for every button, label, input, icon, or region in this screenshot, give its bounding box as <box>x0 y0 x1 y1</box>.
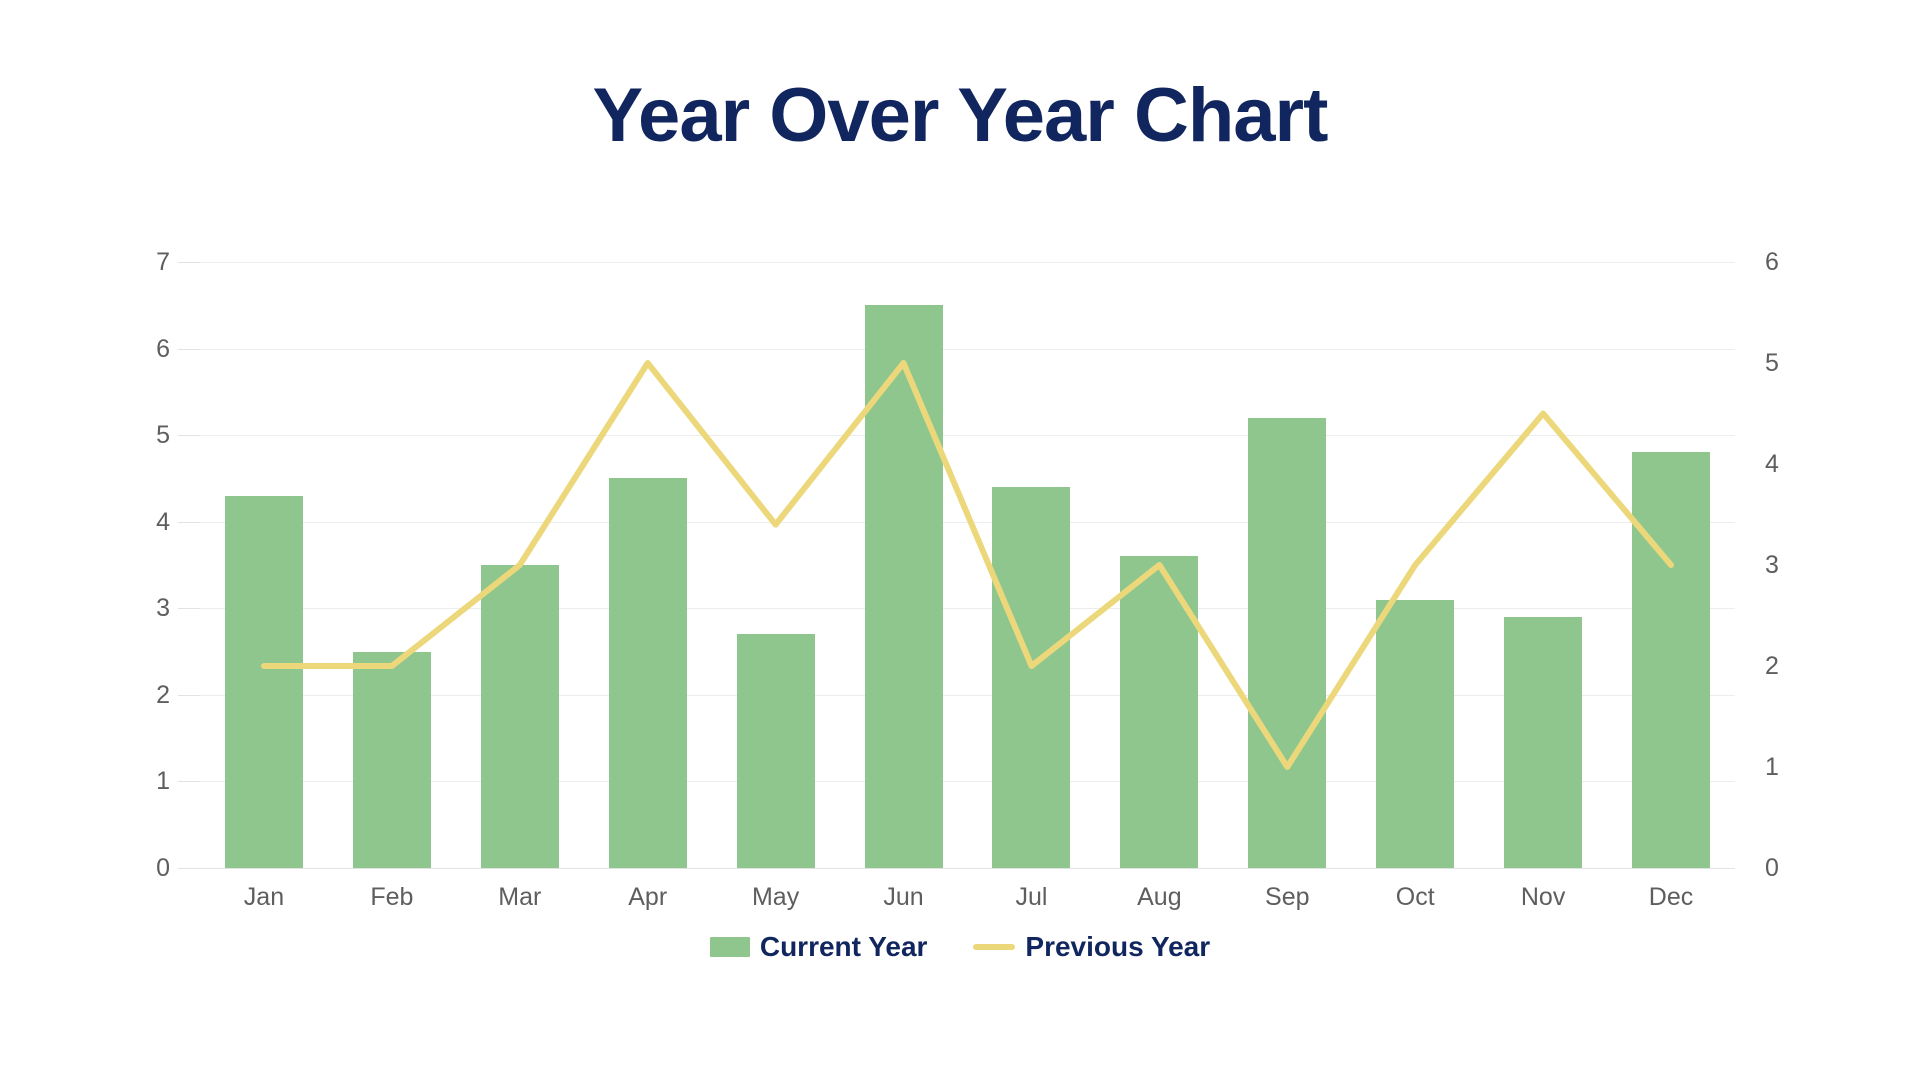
gridline <box>200 521 1735 523</box>
left-axis-tick-mark <box>178 868 200 869</box>
gridline <box>200 262 1735 263</box>
left-axis: 0 1 2 3 4 5 6 7 <box>110 250 200 881</box>
left-axis-tick-mark <box>178 781 200 783</box>
bar-feb[interactable] <box>352 651 431 868</box>
x-axis-label-sep: Sep <box>1265 883 1310 911</box>
x-axis-label-may: May <box>751 883 800 911</box>
bar-jun[interactable] <box>864 305 943 868</box>
x-axis-label-feb: Feb <box>370 883 414 911</box>
bar-apr[interactable] <box>608 478 687 868</box>
bar-jan[interactable] <box>224 495 303 868</box>
bar-dec[interactable] <box>1632 452 1711 868</box>
left-axis-tick-mark <box>178 262 200 263</box>
left-axis-tick-0: 0 <box>156 854 170 882</box>
x-axis-label-aug: Aug <box>1137 883 1182 911</box>
x-axis-label-jul: Jul <box>1015 883 1048 911</box>
bar-nov[interactable] <box>1504 616 1583 868</box>
chart-legend: Current Year Previous Year <box>0 933 1920 961</box>
page-title: Year Over Year Chart <box>592 73 1329 158</box>
bar-may[interactable] <box>736 634 815 868</box>
bar-jul[interactable] <box>992 487 1071 868</box>
legend-item-current-year[interactable]: Current Year <box>709 931 928 962</box>
left-axis-tick-mark <box>178 608 200 610</box>
left-axis-tick-3: 3 <box>156 594 170 623</box>
bar-sep[interactable] <box>1248 417 1327 868</box>
plot-area <box>200 262 1735 869</box>
x-axis-label-mar: Mar <box>498 883 542 911</box>
right-axis-tick-5: 5 <box>1765 349 1779 377</box>
left-axis-tick-7: 7 <box>156 248 170 276</box>
left-axis-tick-5: 5 <box>156 421 170 450</box>
right-axis-tick-1: 1 <box>1765 753 1779 781</box>
x-axis-label-apr: Apr <box>628 883 668 911</box>
gridline <box>200 781 1735 783</box>
left-axis-tick-6: 6 <box>156 334 170 363</box>
legend-line-swatch-icon <box>973 944 1016 950</box>
x-axis-label-jan: Jan <box>243 883 285 911</box>
left-axis-tick-2: 2 <box>156 680 170 709</box>
left-axis-tick-1: 1 <box>156 767 170 796</box>
x-axis: Jan Feb Mar Apr May Jun Jul Aug Sep Oct Nov Dec <box>200 885 1735 925</box>
previous-year-polyline <box>261 360 1674 770</box>
left-axis-tick-mark <box>178 435 200 437</box>
gridline <box>200 608 1735 610</box>
left-axis-tick-4: 4 <box>156 507 170 536</box>
right-axis: 0 1 2 3 4 5 6 <box>1765 250 1825 881</box>
x-axis-label-jun: Jun <box>883 883 924 911</box>
legend-bar-swatch-icon <box>709 937 750 957</box>
gridline <box>200 348 1735 350</box>
left-axis-tick-mark <box>178 521 200 523</box>
bar-oct[interactable] <box>1376 599 1455 868</box>
x-axis-label-dec: Dec <box>1648 883 1694 911</box>
left-axis-tick-mark <box>178 348 200 350</box>
gridline <box>200 868 1735 869</box>
right-axis-tick-0: 0 <box>1765 854 1779 882</box>
left-axis-tick-mark <box>178 694 200 696</box>
right-axis-tick-4: 4 <box>1765 450 1779 478</box>
right-axis-tick-2: 2 <box>1765 652 1779 680</box>
legend-label: Current Year <box>759 931 928 962</box>
bar-aug[interactable] <box>1120 556 1199 868</box>
right-axis-tick-6: 6 <box>1765 248 1779 276</box>
right-axis-tick-3: 3 <box>1765 551 1779 579</box>
bar-mar[interactable] <box>480 565 559 868</box>
legend-item-previous-year[interactable]: Previous Year <box>973 933 1210 961</box>
x-axis-label-oct: Oct <box>1395 883 1435 911</box>
legend-label: Previous Year <box>1025 931 1211 962</box>
gridline <box>200 435 1735 437</box>
x-axis-label-nov: Nov <box>1520 883 1566 911</box>
